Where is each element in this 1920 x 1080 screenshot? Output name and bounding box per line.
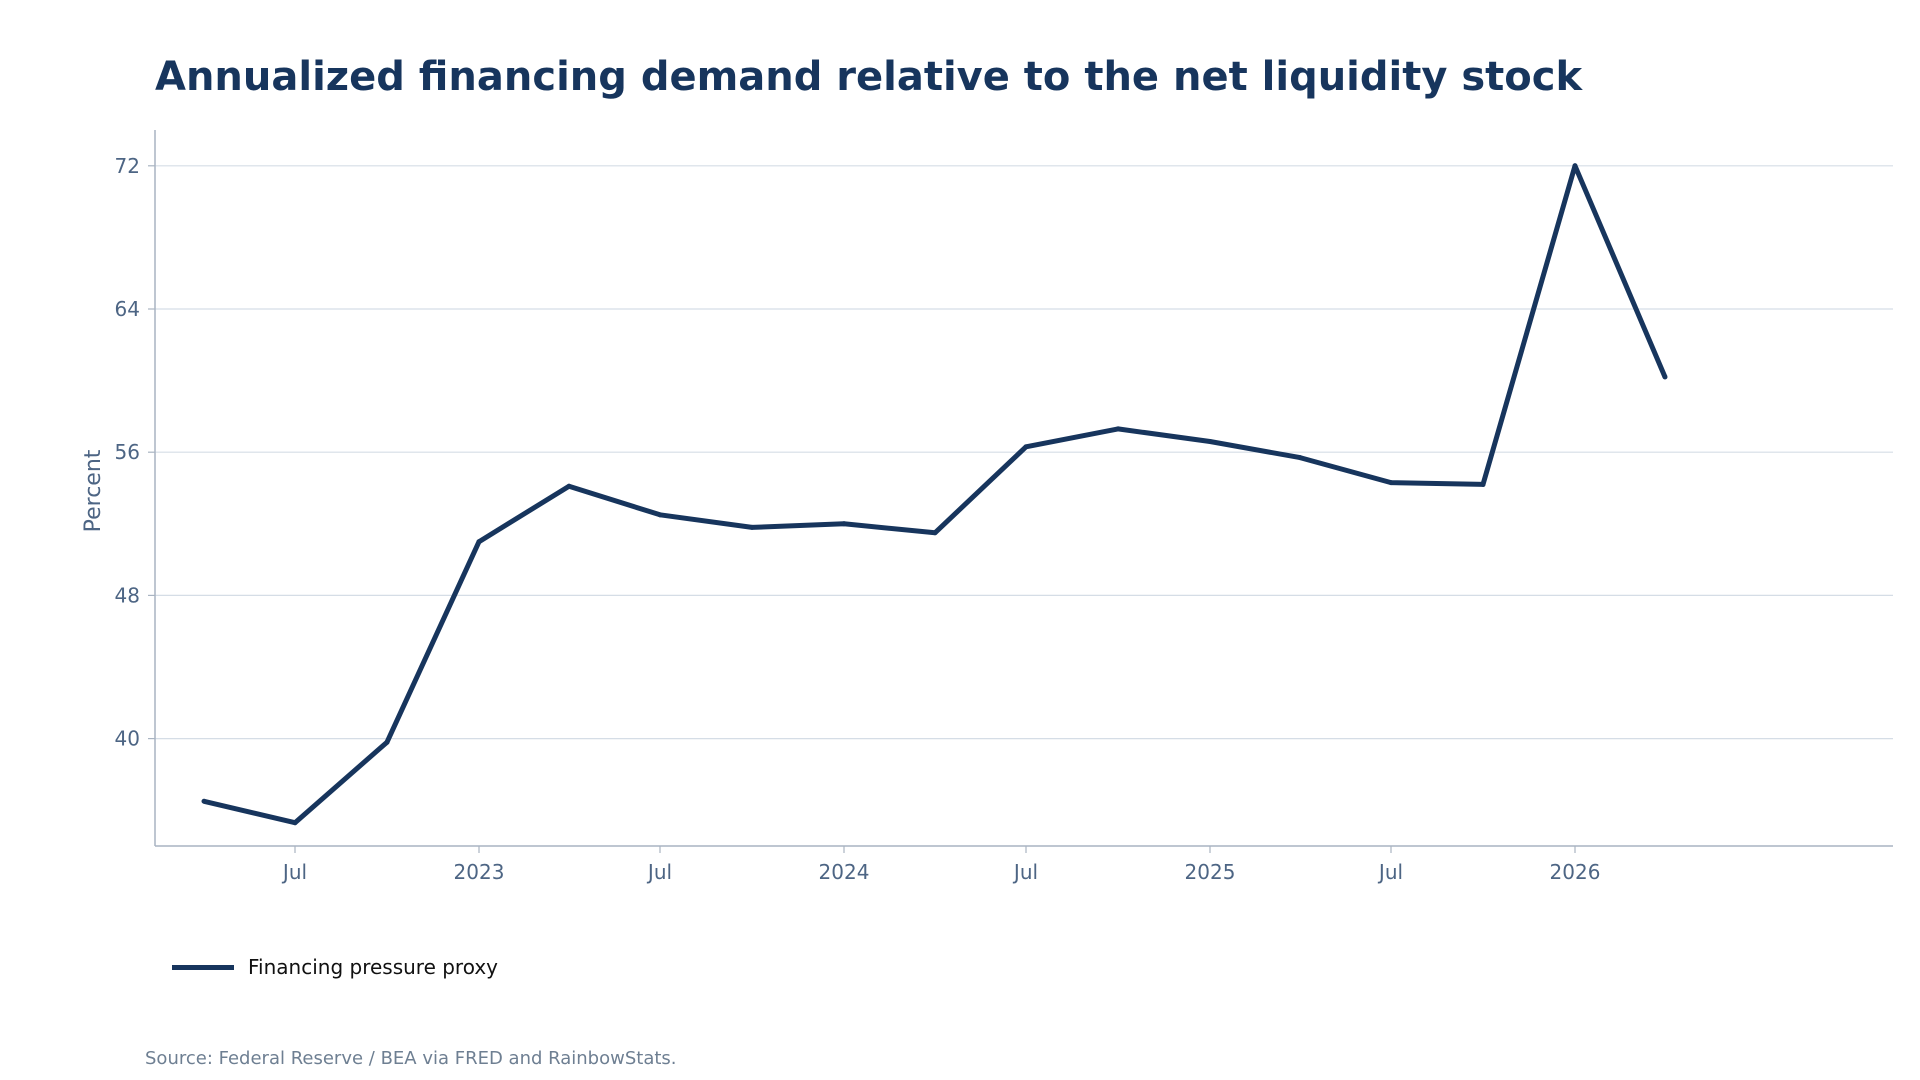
chart-title: Annualized financing demand relative to …: [155, 54, 1583, 100]
y-tick-label: 64: [115, 297, 140, 321]
data-point: [657, 512, 663, 518]
x-tick-label: 2026: [1550, 860, 1601, 884]
x-tick-label: Jul: [281, 860, 307, 884]
x-tick-label: Jul: [1377, 860, 1403, 884]
gridlines: [148, 165, 1893, 740]
data-point: [1388, 480, 1394, 486]
series-line-financing-pressure-proxy: [203, 163, 1668, 826]
data-point: [201, 798, 207, 804]
series-layer: [201, 163, 1668, 826]
data-point: [476, 539, 482, 545]
y-tick-label: 56: [115, 440, 140, 464]
x-tick-label: 2025: [1185, 860, 1236, 884]
data-point: [1115, 426, 1121, 432]
y-tick-label: 72: [115, 154, 140, 178]
x-tick-label: Jul: [1012, 860, 1038, 884]
y-axis-title: Percent: [81, 449, 106, 532]
data-point: [566, 483, 572, 489]
x-tick-label: 2024: [819, 860, 870, 884]
y-tick-labels: 40 48 56 64 72: [115, 154, 140, 751]
axes: [154, 130, 1893, 847]
data-point: [1297, 455, 1303, 461]
data-point: [1023, 444, 1029, 450]
x-tick-labels: Jul 2023 Jul 2024 Jul 2025 Jul 2026: [281, 846, 1601, 884]
data-point: [841, 521, 847, 527]
data-point: [292, 820, 298, 826]
data-point: [384, 739, 390, 745]
source-note: Source: Federal Reserve / BEA via FRED a…: [145, 1048, 677, 1069]
y-tick-label: 40: [115, 727, 140, 751]
data-point: [1572, 163, 1578, 169]
x-tick-label: Jul: [646, 860, 672, 884]
legend-label: Financing pressure proxy: [248, 955, 499, 979]
legend: Financing pressure proxy: [172, 955, 498, 979]
data-point: [1480, 481, 1486, 487]
data-point: [749, 524, 755, 530]
data-point: [1207, 438, 1213, 444]
legend-swatch: [172, 964, 234, 970]
data-point: [1662, 374, 1668, 380]
data-point: [932, 530, 938, 536]
x-tick-label: 2023: [454, 860, 505, 884]
y-tick-label: 48: [115, 583, 140, 607]
